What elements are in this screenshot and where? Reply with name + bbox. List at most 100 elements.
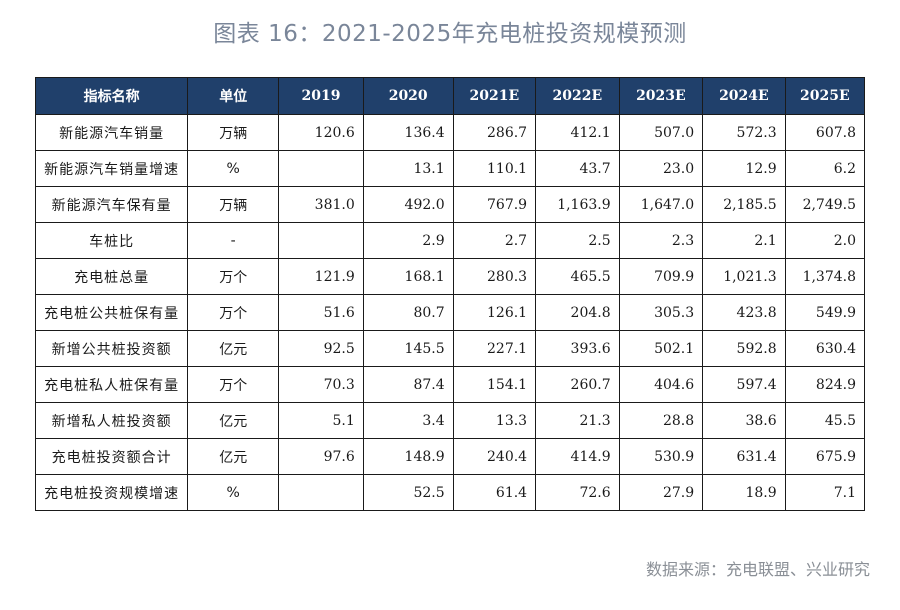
value-cell: 305.3 — [618, 294, 704, 331]
indicator-name-cell: 新能源汽车销量 — [34, 114, 189, 151]
value-cell: 412.1 — [535, 114, 620, 151]
value-cell: 709.9 — [618, 258, 704, 295]
value-cell: 631.4 — [702, 438, 786, 475]
indicator-name-cell: 充电桩私人桩保有量 — [34, 366, 189, 403]
value-cell: 18.9 — [702, 474, 786, 511]
indicator-name-cell: 充电桩投资额合计 — [34, 438, 189, 475]
value-cell: 1,647.0 — [618, 186, 704, 223]
value-cell: 824.9 — [784, 366, 866, 403]
unit-cell: 亿元 — [187, 402, 280, 439]
table-row: 充电桩公共桩保有量 万个 51.6 80.7 126.1 204.8 305.3 423.8 5… — [34, 294, 866, 331]
value-cell: 61.4 — [452, 474, 537, 511]
value-cell: 592.8 — [702, 330, 786, 367]
header-year-2025e: 2025E — [784, 77, 866, 115]
value-cell: 12.9 — [702, 150, 786, 187]
value-cell: 80.7 — [362, 294, 454, 331]
value-cell: 572.3 — [702, 114, 786, 151]
table-row: 新能源汽车销量增速% 13.1 110.1 43.7 23.0 12.9 6.2 — [34, 150, 866, 187]
value-cell: 240.4 — [452, 438, 537, 475]
value-cell: 502.1 — [618, 330, 704, 367]
value-cell: 675.9 — [784, 438, 866, 475]
value-cell: 154.1 — [452, 366, 537, 403]
indicator-name-cell: 新能源汽车保有量 — [34, 186, 189, 223]
value-cell: 1,374.8 — [784, 258, 866, 295]
header-row: 指标名称 单位 2019 2020 2021E 2022E 2023E 2024… — [34, 77, 866, 115]
value-cell: 28.8 — [618, 402, 704, 439]
header-unit: 单位 — [187, 77, 280, 115]
value-cell: 87.4 — [362, 366, 454, 403]
header-year-2019: 2019 — [278, 77, 364, 115]
value-cell: 27.9 — [618, 474, 704, 511]
value-cell: 43.7 — [535, 150, 620, 187]
indicator-name-cell: 充电桩公共桩保有量 — [34, 294, 189, 331]
table-row: 充电桩投资规模增速% 52.5 61.4 72.6 27.9 18.9 7.1 — [34, 474, 866, 511]
value-cell: 630.4 — [784, 330, 866, 367]
indicator-name-cell: 充电桩总量 — [34, 258, 189, 295]
value-cell: 23.0 — [618, 150, 704, 187]
unit-cell: 万个 — [187, 366, 280, 403]
table-row: 充电桩投资额合计 亿元 97.6 148.9 240.4 414.9 530.9 631.4 6… — [34, 438, 866, 475]
unit-cell: 万个 — [187, 258, 280, 295]
value-cell: 168.1 — [362, 258, 454, 295]
value-cell: 2.3 — [618, 222, 704, 259]
value-cell: 52.5 — [362, 474, 454, 511]
value-cell: 597.4 — [702, 366, 786, 403]
table-body: 新能源汽车销量 万辆 120.6 136.4 286.7 412.1 507.0 572.3 6… — [34, 114, 866, 511]
header-year-2023e: 2023E — [618, 77, 704, 115]
value-cell — [278, 474, 364, 511]
value-cell: 414.9 — [535, 438, 620, 475]
header-indicator-name: 指标名称 — [34, 77, 189, 115]
value-cell: 21.3 — [535, 402, 620, 439]
value-cell: 227.1 — [452, 330, 537, 367]
value-cell: 381.0 — [278, 186, 364, 223]
value-cell: 404.6 — [618, 366, 704, 403]
table-row: 新能源汽车销量 万辆 120.6 136.4 286.7 412.1 507.0 572.3 6… — [34, 114, 866, 151]
table-row: 充电桩私人桩保有量 万个 70.3 87.4 154.1 260.7 404.6 597.4 8… — [34, 366, 866, 403]
table-row: 新能源汽车保有量 万辆 381.0 492.0 767.9 1,163.9 1,647.0 2… — [34, 186, 866, 223]
value-cell: 92.5 — [278, 330, 364, 367]
value-cell: 2.7 — [452, 222, 537, 259]
indicator-name-cell: 新能源汽车销量增速 — [34, 150, 189, 187]
value-cell: 549.9 — [784, 294, 866, 331]
header-year-2020: 2020 — [362, 77, 454, 115]
value-cell: 5.1 — [278, 402, 364, 439]
value-cell: 280.3 — [452, 258, 537, 295]
value-cell: 2.1 — [702, 222, 786, 259]
source-note: 数据来源：充电联盟、兴业研究 — [645, 560, 870, 579]
value-cell: 110.1 — [452, 150, 537, 187]
header-year-2024e: 2024E — [702, 77, 786, 115]
value-cell: 13.1 — [362, 150, 454, 187]
value-cell: 45.5 — [784, 402, 866, 439]
value-cell: 3.4 — [362, 402, 454, 439]
page-title: 图表 16：2021-2025年充电桩投资规模预测 — [213, 21, 687, 47]
value-cell: 2,749.5 — [784, 186, 866, 223]
value-cell: 121.9 — [278, 258, 364, 295]
value-cell: 767.9 — [452, 186, 537, 223]
unit-cell: 亿元 — [187, 438, 280, 475]
value-cell: 7.1 — [784, 474, 866, 511]
value-cell: 145.5 — [362, 330, 454, 367]
value-cell: 2.5 — [535, 222, 620, 259]
table-row: 充电桩总量 万个 121.9 168.1 280.3 465.5 709.9 1,021.3 1… — [34, 258, 866, 295]
table-row: 车桩比 - 2.9 2.7 2.5 2.3 2.1 2.0 — [34, 222, 866, 259]
value-cell: 2.9 — [362, 222, 454, 259]
data-table: 指标名称 单位 2019 2020 2021E 2022E 2023E 2024… — [34, 77, 866, 511]
value-cell: 51.6 — [278, 294, 364, 331]
value-cell: 6.2 — [784, 150, 866, 187]
unit-cell: 万辆 — [187, 186, 280, 223]
value-cell: 136.4 — [362, 114, 454, 151]
indicator-name-cell: 车桩比 — [34, 222, 189, 259]
value-cell — [278, 222, 364, 259]
unit-cell: % — [187, 474, 280, 511]
unit-cell: - — [187, 222, 280, 259]
value-cell: 148.9 — [362, 438, 454, 475]
unit-cell: % — [187, 150, 280, 187]
value-cell: 1,021.3 — [702, 258, 786, 295]
value-cell: 286.7 — [452, 114, 537, 151]
value-cell: 120.6 — [278, 114, 364, 151]
value-cell: 507.0 — [618, 114, 704, 151]
value-cell: 38.6 — [702, 402, 786, 439]
value-cell — [278, 150, 364, 187]
value-cell: 607.8 — [784, 114, 866, 151]
value-cell: 97.6 — [278, 438, 364, 475]
